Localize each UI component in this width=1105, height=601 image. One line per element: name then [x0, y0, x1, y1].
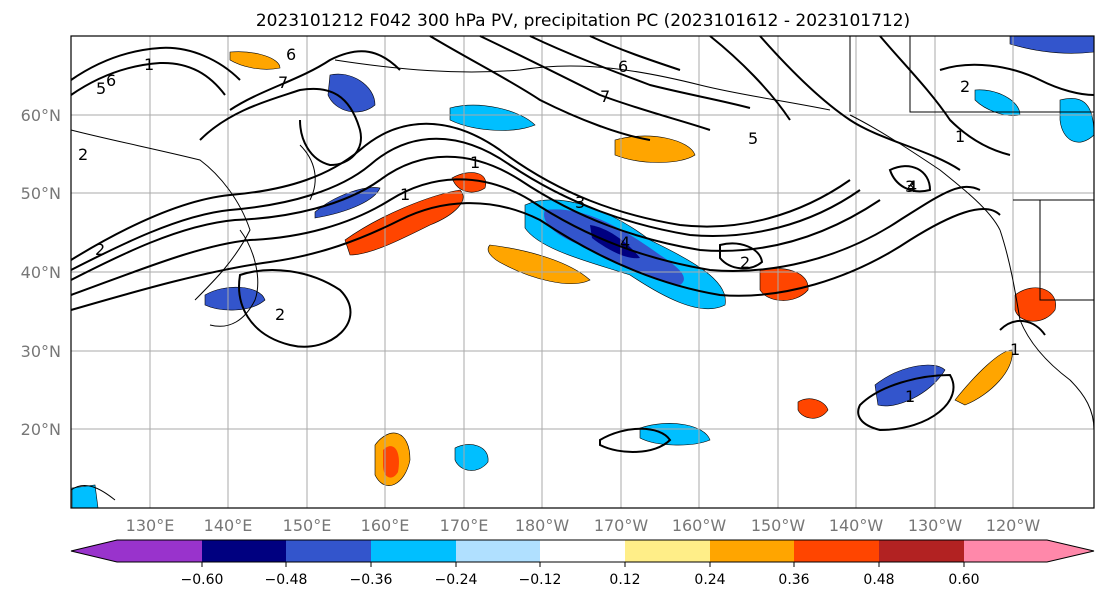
contour-label: 1	[144, 55, 154, 74]
figure-title: 2023101212 F042 300 hPa PV, precipitatio…	[256, 11, 910, 31]
lon-label: 130°E	[126, 516, 175, 535]
lon-label: 120°W	[986, 516, 1041, 535]
colorbar-outline	[70, 539, 1095, 563]
lat-label: 20°N	[21, 420, 61, 439]
contour-label: 2	[95, 240, 105, 259]
lat-label: 40°N	[21, 263, 61, 282]
lon-label: 140°E	[204, 516, 253, 535]
precip-positive-core	[383, 446, 399, 478]
coastlines	[70, 36, 1095, 501]
colorbar-segment	[794, 540, 879, 562]
precip-positive-area	[614, 135, 696, 163]
contour-label: 6	[286, 45, 296, 64]
contour-label: 2	[275, 305, 285, 324]
latitude-labels: 60°N 50°N 40°N 30°N 20°N	[21, 106, 61, 439]
contour-label: 7	[278, 73, 288, 92]
map-frame	[70, 35, 1095, 509]
colorbar-tick-label: 0.60	[948, 572, 979, 588]
contour-label: 1	[470, 153, 480, 172]
precip-positive-area	[229, 51, 281, 70]
colorbar-segment	[964, 540, 1047, 562]
colorbar-tick-marks	[201, 562, 965, 567]
precip-negative-area	[71, 484, 99, 509]
precip-negative-center	[590, 225, 640, 259]
precip-positive-area	[759, 268, 809, 301]
precip-negative-area	[314, 187, 381, 219]
colorbar-segment	[371, 540, 456, 562]
colorbar-tick-label: −0.60	[181, 572, 224, 588]
contour-label: 1	[400, 185, 410, 204]
longitude-labels: 130°E 140°E 150°E 160°E 170°E 180°W 170°…	[126, 516, 1041, 535]
colorbar-segment	[117, 540, 202, 562]
contour-label: 1	[955, 127, 965, 146]
lon-label: 130°W	[908, 516, 963, 535]
colorbar-segment	[286, 540, 371, 562]
lon-label: 160°E	[361, 516, 410, 535]
colorbar-tick-label: 0.36	[778, 572, 809, 588]
lat-label: 30°N	[21, 342, 61, 361]
colorbar-segment	[456, 540, 540, 562]
colorbar: −0.60 −0.48 −0.36 −0.24 −0.12 0.12 0.24 …	[70, 539, 1095, 588]
contour-label: 4	[620, 233, 630, 252]
lon-label: 160°W	[672, 516, 727, 535]
contour-label: 6	[618, 57, 628, 76]
graticule	[71, 36, 1094, 508]
colorbar-tick-label: −0.48	[265, 572, 308, 588]
lon-label: 150°E	[283, 516, 332, 535]
precip-positive-area	[954, 349, 1013, 406]
precip-negative-area	[204, 286, 266, 311]
contour-label: 2	[78, 145, 88, 164]
contour-label: 2	[960, 77, 970, 96]
colorbar-segment	[625, 540, 710, 562]
precip-positive-area	[487, 244, 591, 284]
contour-labels: 6 5 6 1 7 1 1 2 2 3 4 2 1 5 3 2 4 1 1 2 …	[78, 45, 1020, 406]
colorbar-tick-label: 0.12	[609, 572, 640, 588]
colorbar-segment	[540, 540, 625, 562]
lon-label: 140°W	[829, 516, 884, 535]
contour-label: 7	[600, 87, 610, 106]
lon-label: 170°W	[594, 516, 649, 535]
contour-label: 3	[905, 177, 915, 196]
colorbar-tick-label: −0.36	[350, 572, 393, 588]
colorbar-segment	[879, 540, 964, 562]
lon-label: 150°W	[751, 516, 806, 535]
precip-positive-rim	[451, 172, 487, 193]
colorbar-segment	[202, 540, 286, 562]
contour-label: 3	[575, 193, 585, 212]
contour-label: 4	[907, 177, 917, 196]
colorbar-tick-label: −0.12	[519, 572, 562, 588]
colorbar-tick-label: 0.24	[694, 572, 725, 588]
map-panel: 6 5 6 1 7 1 1 2 2 3 4 2 1 5 3 2 4 1 1 2 …	[70, 35, 1095, 509]
precip-negative-area	[449, 104, 536, 131]
lon-label: 170°E	[440, 516, 489, 535]
colorbar-extend-high	[1047, 540, 1094, 562]
lon-label: 180°W	[515, 516, 570, 535]
colorbar-segment	[710, 540, 794, 562]
contour-label: 2	[740, 253, 750, 272]
colorbar-tick-label: 0.48	[863, 572, 894, 588]
contour-label: 1	[905, 387, 915, 406]
colorbar-extend-low	[71, 540, 117, 562]
lat-label: 50°N	[21, 184, 61, 203]
precip-negative-area	[874, 364, 946, 407]
precip-positive-area	[1014, 287, 1056, 322]
contour-label: 6	[106, 71, 116, 90]
contour-label: 5	[96, 79, 106, 98]
lat-label: 60°N	[21, 106, 61, 125]
precip-negative-area	[327, 73, 376, 113]
contour-label: 5	[748, 129, 758, 148]
precip-positive-area	[797, 398, 829, 419]
precip-positive-area	[344, 189, 464, 256]
contour-label: 1	[1010, 340, 1020, 359]
pv-contours	[70, 35, 1095, 453]
colorbar-tick-label: −0.24	[435, 572, 478, 588]
precip-negative-area	[454, 444, 489, 471]
